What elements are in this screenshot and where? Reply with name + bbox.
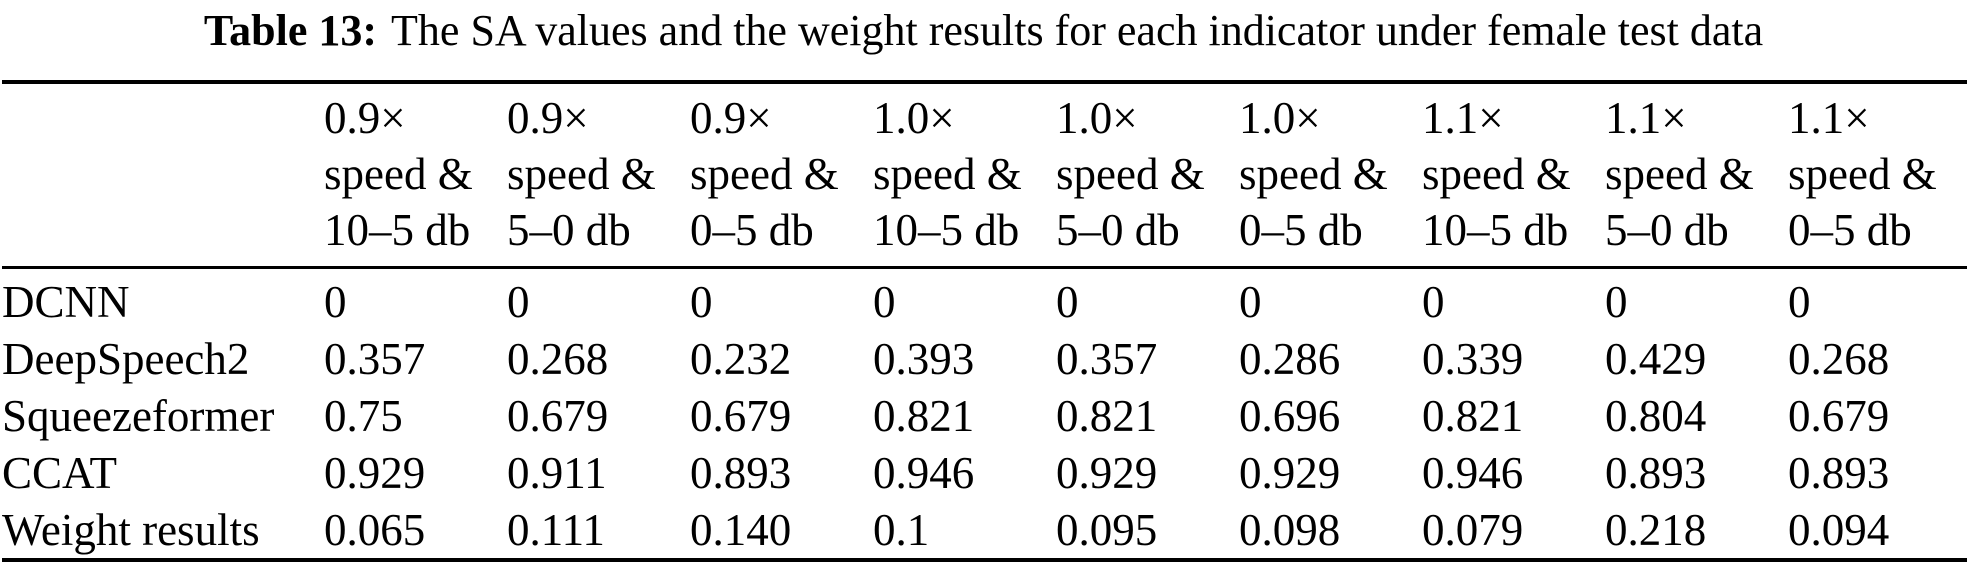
header-line: 10–5 db [324,205,471,255]
cell: 0.1 [873,504,930,555]
sa-values-table: 0.9× speed & 10–5 db 0.9× speed & 5–0 db… [2,80,1967,562]
row-label: DCNN [2,276,130,327]
column-header: 1.1× speed & 5–0 db [1605,82,1788,268]
cell: 0.821 [873,390,975,441]
cell: 0 [1422,276,1445,327]
cell: 0.095 [1056,504,1158,555]
cell: 0.079 [1422,504,1524,555]
header-line: speed & [324,149,473,199]
cell: 0.094 [1788,504,1890,555]
cell: 0.357 [324,333,426,384]
cell: 0 [507,276,530,327]
cell: 0.893 [1605,447,1707,498]
column-header: 1.0× speed & 0–5 db [1239,82,1422,268]
cell: 0.232 [690,333,792,384]
cell: 0.065 [324,504,426,555]
row-label: CCAT [2,447,118,498]
header-line: 1.0× [1239,93,1321,143]
header-line: 1.1× [1422,93,1504,143]
header-line: 1.1× [1788,93,1870,143]
header-line: 5–0 db [1605,205,1729,255]
header-line: speed & [1239,149,1388,199]
header-line: speed & [1605,149,1754,199]
cell: 0.804 [1605,390,1707,441]
header-line: 10–5 db [873,205,1020,255]
header-empty-cell [2,82,324,268]
table-caption: Table 13: The SA values and the weight re… [0,4,1967,58]
cell: 0.821 [1422,390,1524,441]
column-header: 0.9× speed & 5–0 db [507,82,690,268]
cell: 0.429 [1605,333,1707,384]
row-label: Squeezeformer [2,390,275,441]
caption-label: Table 13: [203,6,378,55]
header-row: 0.9× speed & 10–5 db 0.9× speed & 5–0 db… [2,82,1967,268]
cell: 0.75 [324,390,403,441]
header-line: 1.1× [1605,93,1687,143]
cell: 0 [1605,276,1628,327]
cell: 0 [1056,276,1079,327]
cell: 0.946 [1422,447,1524,498]
cell: 0.929 [324,447,426,498]
cell: 0 [1239,276,1262,327]
header-line: 0.9× [324,93,406,143]
header-line: 1.0× [873,93,955,143]
cell: 0.679 [507,390,609,441]
table-row: Squeezeformer 0.75 0.679 0.679 0.821 0.8… [2,387,1967,444]
header-line: 5–0 db [507,205,631,255]
row-label: DeepSpeech2 [2,333,250,384]
cell: 0.339 [1422,333,1524,384]
header-line: speed & [1056,149,1205,199]
cell: 0.821 [1056,390,1158,441]
cell: 0.357 [1056,333,1158,384]
header-line: speed & [873,149,1022,199]
header-line: 5–0 db [1056,205,1180,255]
column-header: 0.9× speed & 0–5 db [690,82,873,268]
table-row: DeepSpeech2 0.357 0.268 0.232 0.393 0.35… [2,330,1967,387]
cell: 0.393 [873,333,975,384]
cell: 0.679 [690,390,792,441]
cell: 0 [1788,276,1811,327]
cell: 0.098 [1239,504,1341,555]
cell: 0 [690,276,713,327]
header-line: speed & [507,149,656,199]
header-line: 10–5 db [1422,205,1569,255]
caption-text: The SA values and the weight results for… [391,6,1764,55]
column-header: 1.1× speed & 0–5 db [1788,82,1967,268]
cell: 0 [324,276,347,327]
row-label: Weight results [2,504,260,555]
header-line: speed & [1788,149,1937,199]
cell: 0.268 [507,333,609,384]
cell: 0.893 [690,447,792,498]
cell: 0.111 [507,504,605,555]
table-row: CCAT 0.929 0.911 0.893 0.946 0.929 0.929… [2,444,1967,501]
header-line: 0.9× [690,93,772,143]
cell: 0.286 [1239,333,1341,384]
cell: 0 [873,276,896,327]
cell: 0.268 [1788,333,1890,384]
header-line: speed & [1422,149,1571,199]
header-line: speed & [690,149,839,199]
header-line: 0–5 db [1239,205,1363,255]
cell: 0.911 [507,447,607,498]
table-row: DCNN 0 0 0 0 0 0 0 0 0 [2,268,1967,331]
cell: 0.929 [1239,447,1341,498]
header-line: 0–5 db [690,205,814,255]
cell: 0.218 [1605,504,1707,555]
cell: 0.946 [873,447,975,498]
cell: 0.929 [1056,447,1158,498]
table-row: Weight results 0.065 0.111 0.140 0.1 0.0… [2,501,1967,560]
column-header: 1.0× speed & 5–0 db [1056,82,1239,268]
cell: 0.679 [1788,390,1890,441]
column-header: 0.9× speed & 10–5 db [324,82,507,268]
cell: 0.140 [690,504,792,555]
column-header: 1.0× speed & 10–5 db [873,82,1056,268]
cell: 0.893 [1788,447,1890,498]
cell: 0.696 [1239,390,1341,441]
header-line: 0.9× [507,93,589,143]
column-header: 1.1× speed & 10–5 db [1422,82,1605,268]
header-line: 0–5 db [1788,205,1912,255]
header-line: 1.0× [1056,93,1138,143]
